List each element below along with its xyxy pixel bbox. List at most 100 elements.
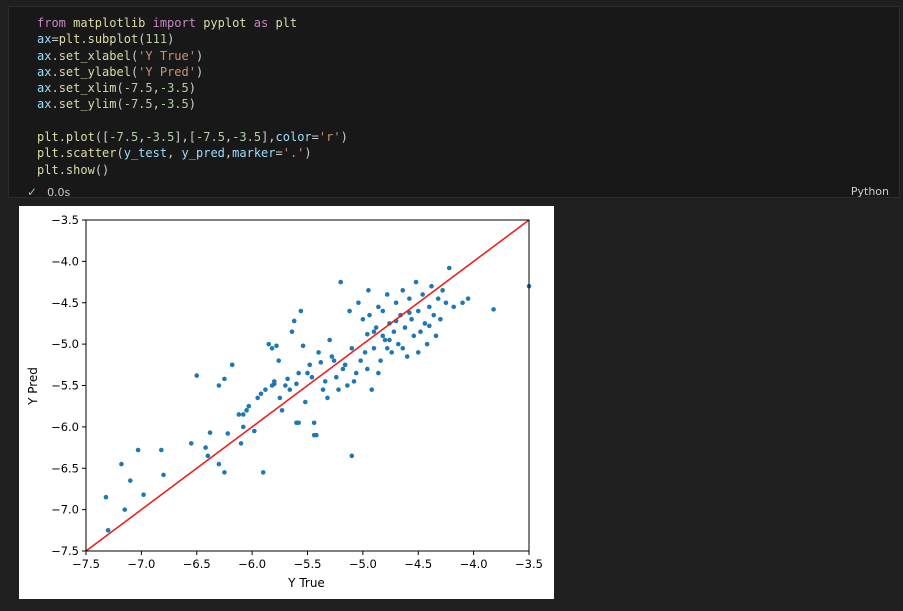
scatter-point <box>371 329 377 335</box>
x-tick-label: −5.5 <box>294 557 322 571</box>
code-token: matplotlib <box>73 16 153 30</box>
scatter-point <box>380 333 386 339</box>
scatter-point <box>103 494 109 500</box>
plot-output: −7.5 −7.0 −6.5 −6.0 −5.5 −5.0 −4.5 −4.0 −3.5 −3.5… <box>19 206 554 599</box>
code-token: set_ylim <box>58 97 117 112</box>
code-token: ( <box>116 97 124 112</box>
scatter-point <box>491 307 496 312</box>
scatter-point <box>415 308 421 314</box>
scatter-point <box>356 300 361 306</box>
code-token: plt <box>275 16 298 30</box>
scatter-point <box>422 321 428 326</box>
code-token: subplot <box>87 32 139 47</box>
scatter-point <box>122 507 128 512</box>
language-label[interactable]: Python <box>850 185 889 198</box>
code-token: -3.5 <box>145 130 175 145</box>
code-token: = <box>51 32 59 47</box>
scatter-point <box>322 379 328 384</box>
scatter-point <box>294 381 299 387</box>
scatter-point <box>353 370 359 376</box>
code-token: as <box>253 16 276 30</box>
code-token: = <box>275 146 283 161</box>
code-token: ) <box>195 48 204 63</box>
code-token: ax <box>37 48 52 63</box>
scatter-point <box>216 461 222 467</box>
scatter-point <box>316 350 321 355</box>
y-tick-label: −7.5 <box>51 544 79 558</box>
code-token: ([ <box>94 130 110 145</box>
scatter-point <box>433 333 439 339</box>
y-tick-label: −4.5 <box>51 296 79 310</box>
code-token: ax <box>37 97 52 112</box>
scatter-point <box>438 317 443 322</box>
scatter-point <box>205 453 211 459</box>
code-token: () <box>94 162 110 177</box>
code-cell[interactable]: from matplotlib import pyplot as plt ax=p… <box>8 6 900 199</box>
code-line: ax.set_ylim(-7.5,-3.5) <box>37 96 348 112</box>
scatter-point <box>240 424 246 430</box>
scatter-point <box>342 362 348 368</box>
scatter-point <box>333 374 339 380</box>
scatter-point <box>269 345 275 351</box>
scatter-point <box>367 312 372 318</box>
scatter-point <box>345 383 350 388</box>
scatter-point <box>135 447 141 453</box>
code-token: . <box>51 81 59 96</box>
scatter-point <box>435 296 441 301</box>
code-token: ], <box>261 130 276 145</box>
code-token: ) <box>167 32 175 47</box>
code-token: . <box>51 48 59 63</box>
code-token: -3.5 <box>232 130 262 145</box>
code-token: y_test <box>123 146 168 161</box>
code-token: ) <box>304 146 312 161</box>
code-token: set_xlim <box>58 81 117 96</box>
check-icon: ✓ <box>27 185 38 199</box>
code-token: from <box>37 16 74 30</box>
x-tick-label: −7.0 <box>127 557 155 571</box>
scatter-point <box>373 325 379 330</box>
code-token: ) <box>188 97 196 112</box>
y-tick-label: −6.5 <box>51 461 79 475</box>
execution-time: 0.0s <box>47 185 71 199</box>
code-token: plt <box>37 146 59 161</box>
code-token: ],[ <box>174 130 197 145</box>
code-token: . <box>51 64 59 79</box>
scatter-point <box>207 430 213 435</box>
code-token: marker <box>232 146 276 161</box>
scatter-point <box>311 432 317 438</box>
scatter-point <box>365 331 370 337</box>
x-tick-label: −4.0 <box>460 557 488 571</box>
scatter-point <box>289 329 295 335</box>
scatter-point <box>283 383 288 388</box>
scatter-point <box>298 308 304 314</box>
x-tick-label: −6.5 <box>183 557 211 571</box>
scatter-point <box>203 445 208 450</box>
code-line: plt.plot([-7.5,-3.5],[-7.5,-3.5],color='… <box>37 129 348 145</box>
scatter-point <box>360 317 366 322</box>
code-token: ) <box>340 130 348 145</box>
scatter-point <box>119 461 124 467</box>
scatter-point <box>276 358 282 363</box>
scatter-point <box>266 341 272 347</box>
scatter-point <box>349 345 355 351</box>
code-token: = <box>311 130 319 145</box>
code-token: show <box>65 162 95 177</box>
scatter-point <box>369 387 375 392</box>
scatter-point <box>263 387 268 392</box>
scatter-point <box>296 370 301 376</box>
code-line: plt.show() <box>37 162 348 178</box>
code-token: ( <box>130 48 139 63</box>
scatter-point <box>347 308 352 314</box>
scatter-point <box>340 366 346 372</box>
scatter-point <box>382 337 388 343</box>
scatter-point <box>188 441 194 446</box>
code-line: ax.set_ylabel('Y Pred') <box>37 64 348 80</box>
code-token: 111 <box>145 32 168 47</box>
scatter-point <box>271 379 277 384</box>
code-token: -7.5 <box>196 130 225 145</box>
code-editor[interactable]: from matplotlib import pyplot as plt ax=p… <box>37 15 348 178</box>
scatter-point <box>396 341 401 347</box>
scatter-point <box>389 350 394 355</box>
y-tick-label: −5.5 <box>51 379 79 393</box>
scatter-point <box>393 300 399 306</box>
